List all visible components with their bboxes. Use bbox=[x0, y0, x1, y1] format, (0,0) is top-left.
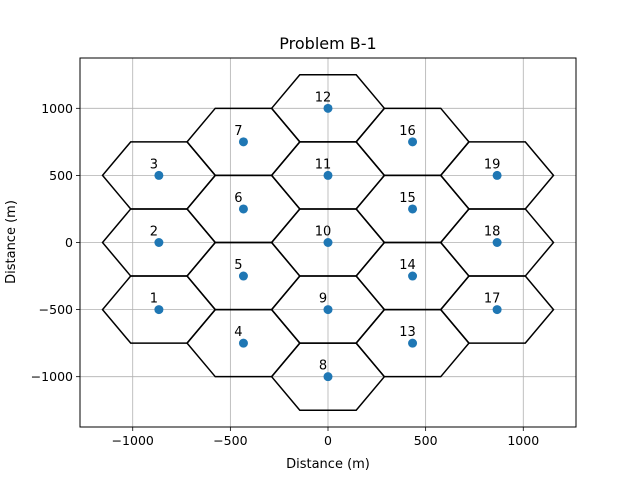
x-axis-label: Distance (m) bbox=[286, 457, 370, 472]
data-point-7 bbox=[238, 137, 248, 147]
data-point-11 bbox=[323, 170, 333, 180]
x-tick-label: −1000 bbox=[112, 433, 154, 448]
data-point-18 bbox=[492, 238, 502, 247]
x-tick-label: 1000 bbox=[507, 433, 539, 448]
cell-label-19: 19 bbox=[484, 157, 501, 172]
data-point-8 bbox=[323, 372, 333, 382]
cell-label-10: 10 bbox=[315, 225, 332, 240]
cell-label-9: 9 bbox=[319, 292, 327, 307]
cell-label-12: 12 bbox=[315, 90, 332, 105]
cell-label-4: 4 bbox=[234, 325, 242, 340]
y-tick-label: 0 bbox=[65, 235, 73, 250]
y-axis-ticks: −1000 −500 0 500 1000 bbox=[31, 101, 80, 384]
data-point-19 bbox=[492, 170, 502, 180]
cell-label-8: 8 bbox=[319, 359, 327, 374]
x-tick-label: −500 bbox=[213, 433, 247, 448]
data-point-15 bbox=[408, 204, 418, 214]
y-tick-label: 1000 bbox=[41, 101, 73, 116]
hexagon-cell-19 bbox=[439, 141, 555, 210]
cell-label-1: 1 bbox=[150, 292, 158, 307]
y-tick-label: 500 bbox=[49, 168, 73, 183]
cell-label-15: 15 bbox=[399, 191, 416, 206]
data-point-3 bbox=[154, 170, 164, 180]
data-point-1 bbox=[154, 305, 164, 315]
cell-label-11: 11 bbox=[315, 157, 332, 172]
y-axis-label: Distance (m) bbox=[4, 200, 19, 284]
data-points bbox=[154, 103, 502, 382]
data-point-14 bbox=[408, 271, 418, 281]
data-point-12 bbox=[323, 103, 333, 113]
cell-label-18: 18 bbox=[484, 225, 501, 240]
data-point-6 bbox=[238, 204, 248, 214]
y-tick-label: −500 bbox=[39, 302, 73, 317]
data-point-17 bbox=[492, 305, 502, 315]
x-axis-ticks: −1000 −500 0 500 1000 bbox=[112, 427, 539, 448]
data-point-2 bbox=[154, 238, 164, 247]
data-point-5 bbox=[238, 271, 248, 281]
cell-label-5: 5 bbox=[234, 258, 242, 273]
data-point-10 bbox=[323, 238, 333, 247]
cell-label-6: 6 bbox=[234, 191, 242, 206]
data-point-9 bbox=[323, 305, 333, 315]
cell-label-16: 16 bbox=[399, 124, 416, 139]
data-point-16 bbox=[408, 137, 418, 147]
x-tick-label: 500 bbox=[414, 433, 438, 448]
x-tick-label: 0 bbox=[324, 433, 332, 448]
cell-label-13: 13 bbox=[399, 325, 416, 340]
hexagon-cells bbox=[101, 74, 555, 411]
cell-label-14: 14 bbox=[399, 258, 416, 273]
chart-title: Problem B-1 bbox=[279, 34, 376, 53]
cell-label-2: 2 bbox=[150, 225, 158, 240]
data-point-13 bbox=[408, 338, 418, 348]
y-tick-label: −1000 bbox=[31, 369, 73, 384]
cell-label-17: 17 bbox=[484, 292, 501, 307]
cell-label-3: 3 bbox=[150, 157, 158, 172]
cell-label-7: 7 bbox=[234, 124, 242, 139]
data-point-4 bbox=[238, 338, 248, 348]
